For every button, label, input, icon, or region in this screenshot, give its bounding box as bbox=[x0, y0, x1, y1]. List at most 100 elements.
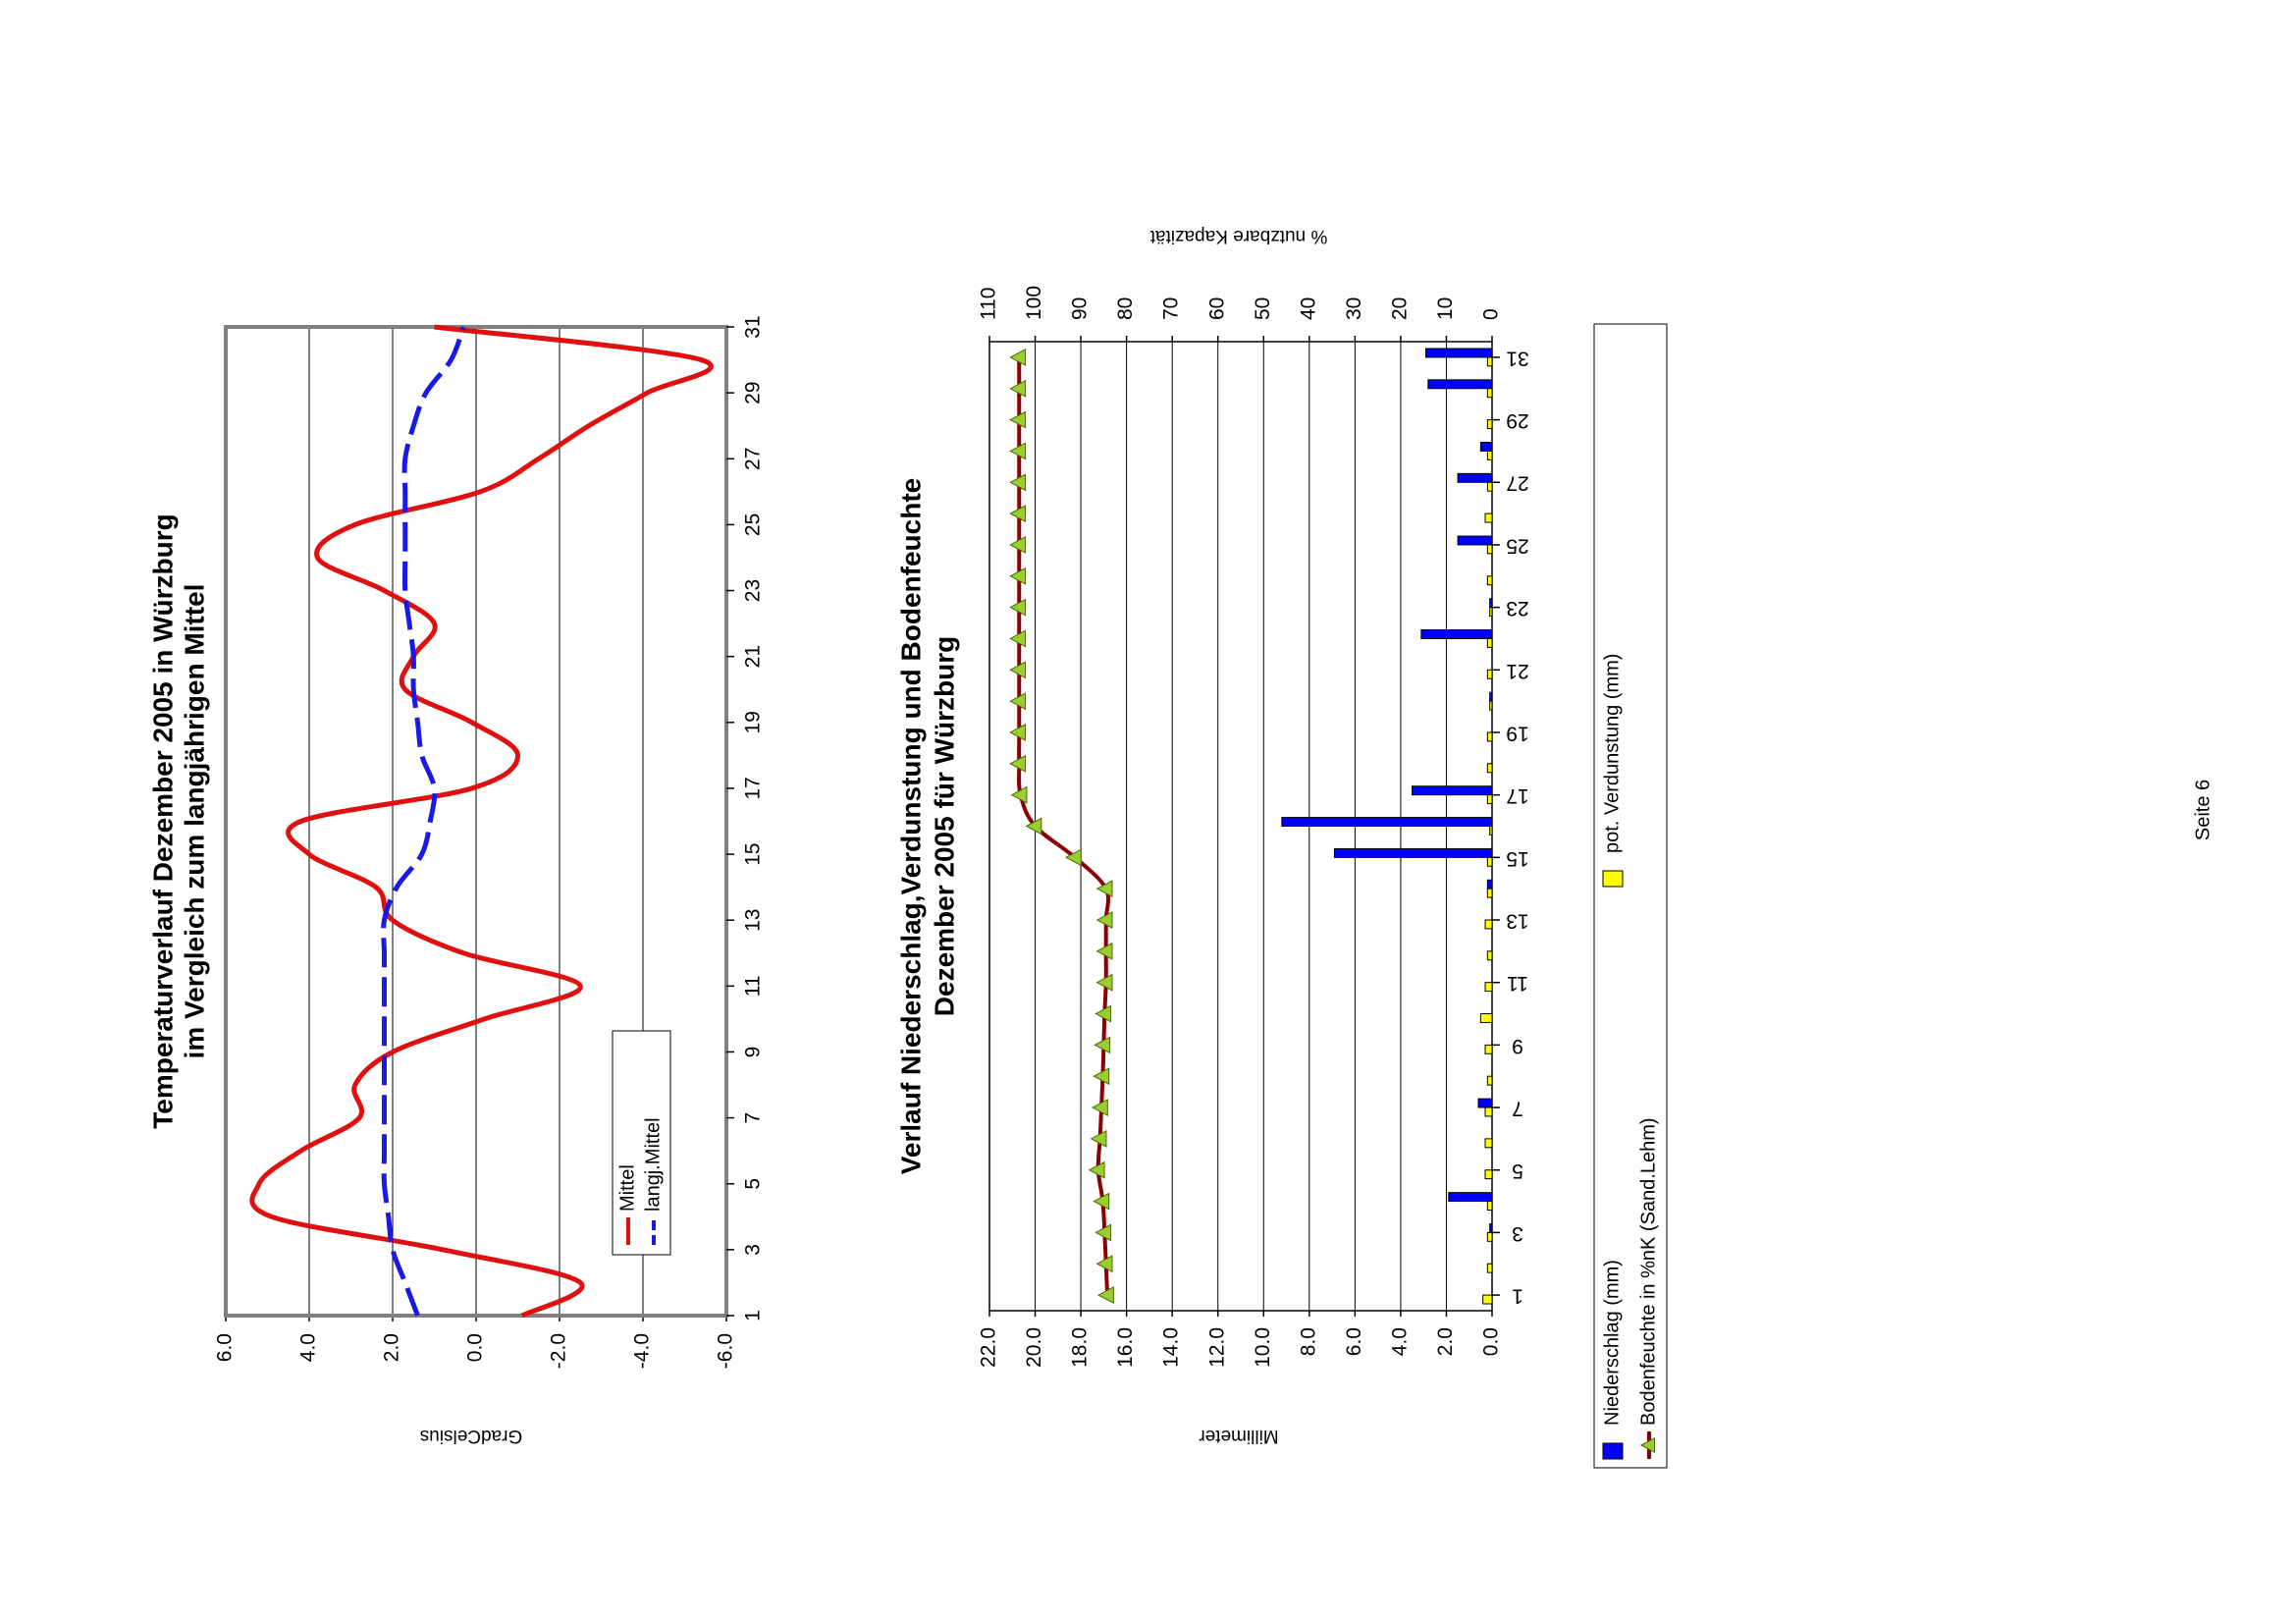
bar bbox=[1412, 785, 1493, 796]
legend-label: Niederschlag (mm) bbox=[1601, 1260, 1623, 1426]
y2-tick-label: 90 bbox=[1069, 297, 1092, 320]
y2-tick-label: 40 bbox=[1297, 297, 1319, 320]
bar bbox=[1486, 450, 1493, 460]
bar bbox=[1484, 1138, 1493, 1149]
marker bbox=[1009, 410, 1027, 429]
bar bbox=[1486, 763, 1493, 774]
y-tick-label: 20.0 bbox=[1023, 1327, 1045, 1368]
x-tick-label: 11 bbox=[742, 975, 765, 997]
legend-swatch bbox=[1602, 1442, 1624, 1460]
y-tick-label: 2.0 bbox=[381, 1333, 403, 1362]
y-tick-label: 10.0 bbox=[1252, 1327, 1274, 1368]
x-tick-label: 3 bbox=[742, 1244, 765, 1256]
bar bbox=[1484, 512, 1493, 523]
chart-title: Dezember 2005 für Würzburg bbox=[929, 636, 959, 1016]
marker bbox=[1009, 598, 1027, 617]
y-tick-label: 12.0 bbox=[1205, 1327, 1228, 1368]
chart-title: im Vergleich zum langjährigen Mittel bbox=[179, 584, 209, 1059]
y-tick-label: 18.0 bbox=[1069, 1327, 1092, 1368]
x-tick-label: 3 bbox=[1512, 1222, 1523, 1245]
x-tick-label: 21 bbox=[742, 645, 765, 668]
y2-tick-label: 110 bbox=[978, 288, 1000, 320]
y-axis-title: GradCelsius bbox=[420, 1426, 523, 1446]
line bbox=[381, 326, 466, 1317]
bar bbox=[1484, 1169, 1493, 1180]
marker bbox=[1095, 942, 1113, 960]
x-tick-label: 1 bbox=[1512, 1285, 1523, 1308]
bar bbox=[1489, 700, 1493, 711]
bar bbox=[1457, 472, 1493, 483]
x-tick-label: 27 bbox=[1506, 472, 1528, 495]
x-tick-label: 25 bbox=[742, 513, 765, 536]
marker bbox=[1009, 629, 1027, 648]
x-tick-label: 15 bbox=[1506, 847, 1528, 870]
marker bbox=[1025, 817, 1042, 836]
bar bbox=[1482, 1294, 1493, 1305]
x-tick-label: 7 bbox=[1512, 1098, 1523, 1120]
bar bbox=[1479, 442, 1493, 452]
marker bbox=[1093, 1067, 1110, 1086]
legend-label: Mittel bbox=[616, 1164, 638, 1212]
x-tick-label: 19 bbox=[1506, 722, 1528, 744]
bar bbox=[1486, 356, 1493, 367]
y-tick-label: 2.0 bbox=[1434, 1327, 1457, 1356]
x-tick-label: 29 bbox=[1506, 409, 1528, 432]
x-tick-label: 31 bbox=[742, 315, 765, 338]
marker bbox=[1009, 442, 1027, 460]
bar bbox=[1333, 847, 1493, 858]
marker bbox=[1009, 724, 1027, 741]
bar bbox=[1486, 481, 1493, 492]
y2-tick-label: 100 bbox=[1023, 286, 1045, 320]
y-tick-label: 0.0 bbox=[1480, 1327, 1503, 1356]
marker bbox=[1090, 1129, 1107, 1148]
y-tick-label: 6.0 bbox=[214, 1333, 237, 1362]
bar bbox=[1484, 982, 1493, 993]
x-tick-label: 17 bbox=[1506, 784, 1528, 807]
bar bbox=[1486, 388, 1493, 399]
y-tick-label: -4.0 bbox=[631, 1333, 654, 1369]
bar bbox=[1457, 535, 1493, 546]
bar bbox=[1486, 856, 1493, 867]
bar bbox=[1489, 1222, 1493, 1233]
marker bbox=[1095, 1223, 1112, 1242]
y-tick-label: -6.0 bbox=[715, 1333, 737, 1369]
bar bbox=[1479, 1013, 1493, 1023]
x-tick-label: 31 bbox=[1506, 347, 1528, 369]
bar bbox=[1486, 1075, 1493, 1086]
marker bbox=[1009, 692, 1027, 711]
x-tick-label: 17 bbox=[742, 777, 765, 799]
y-tick-label: 14.0 bbox=[1160, 1327, 1183, 1368]
page-label: Seite 6 bbox=[2192, 780, 2214, 840]
rotated-page: Seite 6 6.0 4.0 2.0 0.0 -2.0 -4.0 -6.013579111… bbox=[147, 226, 2214, 1469]
x-tick-label: 15 bbox=[742, 842, 765, 865]
marker bbox=[1088, 1160, 1105, 1179]
marker bbox=[1064, 848, 1082, 867]
bar bbox=[1486, 544, 1493, 555]
bar bbox=[1489, 826, 1493, 836]
y2-tick-label: 70 bbox=[1160, 297, 1183, 320]
marker bbox=[1010, 785, 1028, 804]
marker bbox=[1091, 1099, 1108, 1116]
marker bbox=[1009, 566, 1027, 585]
bar bbox=[1486, 879, 1493, 890]
marker bbox=[1009, 379, 1027, 398]
y-axis-title: Millimeter bbox=[1199, 1426, 1279, 1446]
y-tick-label: 0.0 bbox=[464, 1333, 487, 1362]
marker bbox=[1009, 473, 1027, 492]
bar bbox=[1484, 1044, 1493, 1054]
legend-label: Bodenfeuchte in %nK (Sand.Lehm) bbox=[1637, 1117, 1659, 1426]
x-tick-label: 21 bbox=[1506, 660, 1528, 682]
y-tick-label: 22.0 bbox=[978, 1327, 1000, 1368]
legend-label: pot. Verdunstung (mm) bbox=[1601, 654, 1623, 853]
x-tick-label: 11 bbox=[1507, 972, 1528, 995]
y-tick-label: 8.0 bbox=[1297, 1327, 1319, 1356]
marker bbox=[1009, 505, 1027, 523]
x-tick-label: 9 bbox=[742, 1047, 765, 1058]
bar bbox=[1486, 419, 1493, 430]
x-tick-label: 23 bbox=[1506, 597, 1528, 620]
x-tick-label: 19 bbox=[742, 711, 765, 733]
y2-axis-title: % nutzbare Kapazität bbox=[1149, 226, 1327, 246]
bar bbox=[1477, 1098, 1493, 1108]
marker bbox=[1095, 1004, 1112, 1023]
